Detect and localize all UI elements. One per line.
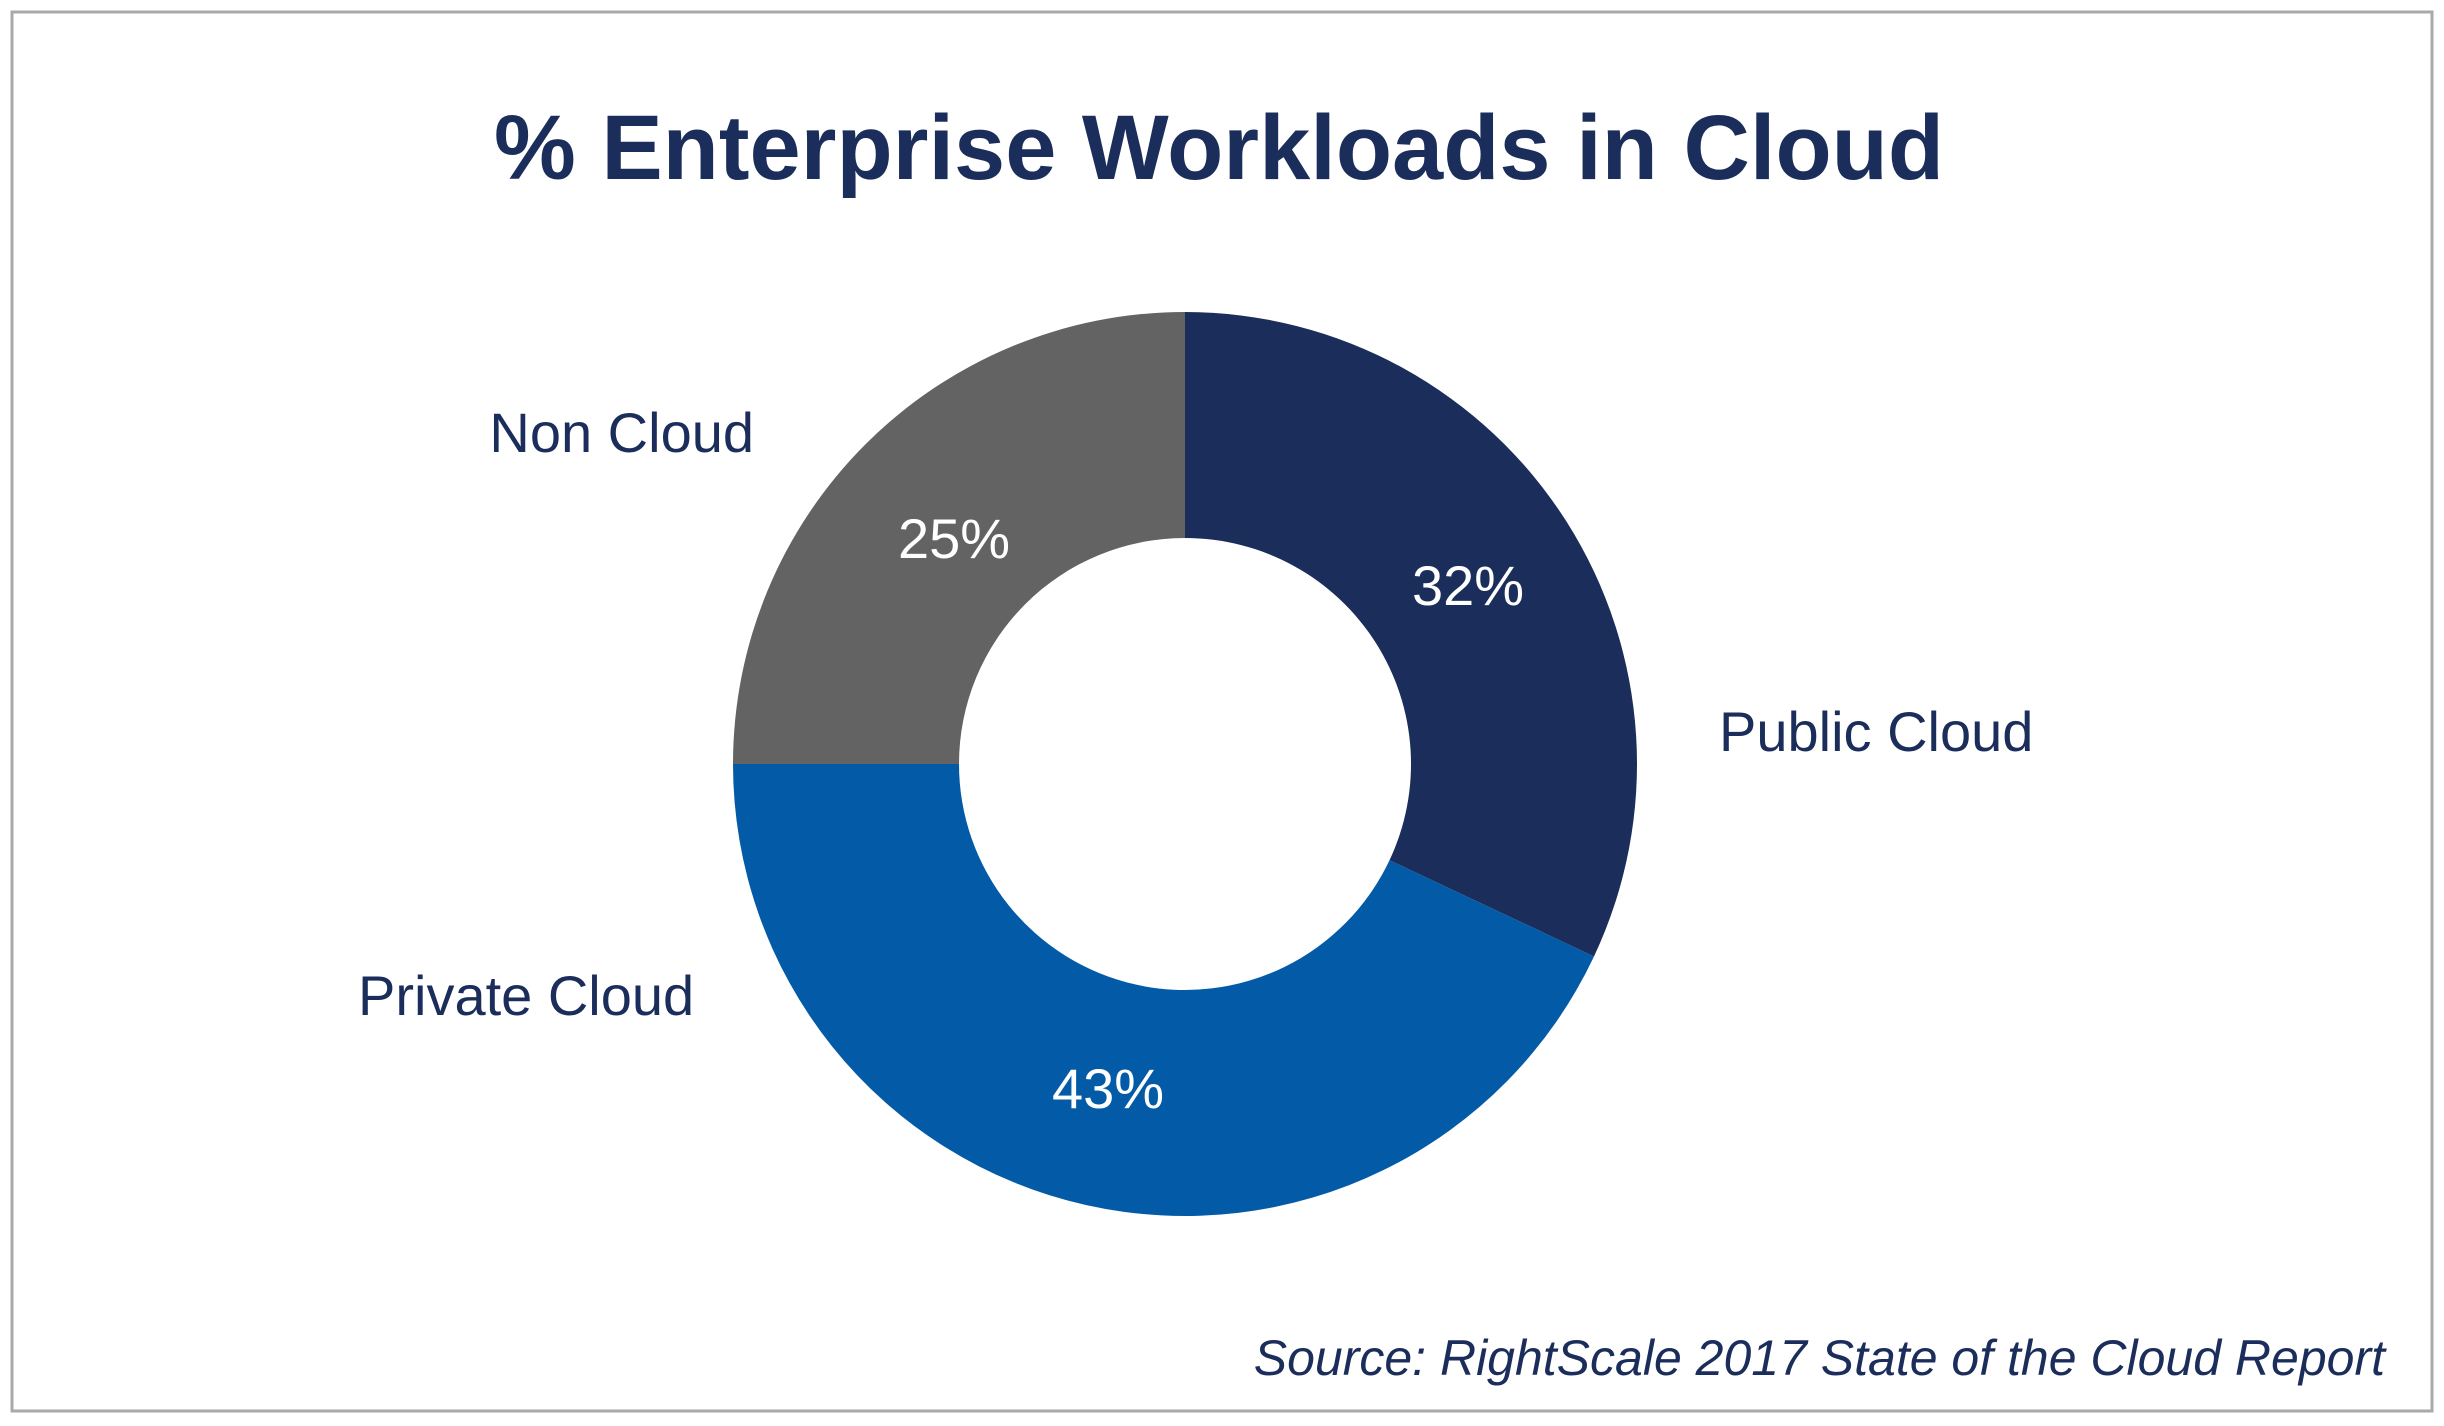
category-label-private-cloud: Private Cloud [358, 964, 694, 1027]
slice-public-cloud [1185, 312, 1637, 957]
category-label-public-cloud: Public Cloud [1719, 700, 2033, 763]
data-label-private-cloud: 43% [1052, 1057, 1164, 1120]
chart-title: % Enterprise Workloads in Cloud [494, 97, 1944, 199]
data-label-non-cloud: 25% [898, 507, 1010, 570]
data-label-public-cloud: 32% [1412, 554, 1524, 617]
source-note: Source: RightScale 2017 State of the Clo… [1254, 1330, 2387, 1386]
category-label-non-cloud: Non Cloud [489, 401, 754, 464]
donut [733, 312, 1637, 1216]
slice-non-cloud [733, 312, 1185, 764]
slice-private-cloud [733, 764, 1594, 1216]
